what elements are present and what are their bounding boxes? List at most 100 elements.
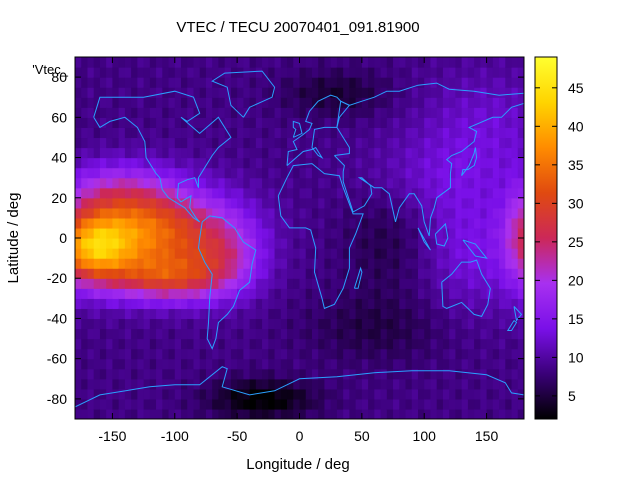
heatmap-cell <box>299 378 307 390</box>
heatmap-cell <box>293 67 301 78</box>
heatmap-cell <box>75 157 82 169</box>
heatmap-cell <box>243 318 251 330</box>
heatmap-cell <box>480 308 488 320</box>
heatmap-cell <box>218 147 226 159</box>
heatmap-cell <box>343 87 350 98</box>
heatmap-cell <box>449 348 457 360</box>
heatmap-cell <box>87 248 95 259</box>
heatmap-cell <box>368 97 375 108</box>
heatmap-cell <box>305 177 313 189</box>
heatmap-cell <box>380 248 388 259</box>
heatmap-cell <box>187 318 195 330</box>
heatmap-cell <box>287 207 294 219</box>
heatmap-cell <box>455 348 463 360</box>
heatmap-cell <box>486 358 494 370</box>
heatmap-cell <box>311 187 319 199</box>
heatmap-cell <box>255 248 263 259</box>
heatmap-cell <box>187 288 195 299</box>
heatmap-cell <box>274 157 282 169</box>
heatmap-cell <box>436 368 444 380</box>
heatmap-cell <box>99 248 107 259</box>
heatmap-cell <box>99 127 107 139</box>
heatmap-cell <box>280 107 288 118</box>
heatmap-cell <box>417 378 425 390</box>
heatmap-cell <box>93 67 101 78</box>
heatmap-cell <box>262 408 269 419</box>
heatmap-cell <box>330 217 338 229</box>
heatmap-cell <box>118 278 126 289</box>
heatmap-cell <box>112 217 120 229</box>
heatmap-cell <box>106 408 114 419</box>
heatmap-cell <box>436 378 444 390</box>
heatmap-cell <box>162 67 170 78</box>
heatmap-cell <box>436 207 444 219</box>
heatmap-cell <box>474 217 481 229</box>
heatmap-cell <box>436 308 444 320</box>
heatmap-cell <box>449 298 457 309</box>
heatmap-cell <box>106 368 114 380</box>
heatmap-cell <box>311 217 319 229</box>
heatmap-cell <box>274 288 282 299</box>
heatmap-cell <box>75 398 82 410</box>
heatmap-cell <box>268 147 276 159</box>
heatmap-cell <box>393 408 400 419</box>
heatmap-cell <box>461 167 469 179</box>
heatmap-cell <box>380 97 388 108</box>
heatmap-cell <box>417 217 425 229</box>
heatmap-cell <box>287 97 294 108</box>
heatmap-cell <box>386 338 394 350</box>
heatmap-cell <box>343 318 350 330</box>
heatmap-cell <box>81 388 89 400</box>
heatmap-cell <box>187 107 195 118</box>
heatmap-cell <box>299 57 307 68</box>
heatmap-cell <box>355 398 363 410</box>
heatmap-cell <box>212 97 220 108</box>
heatmap-cell <box>492 167 500 179</box>
heatmap-cell <box>156 368 163 380</box>
heatmap-cell <box>287 57 294 68</box>
heatmap-cell <box>181 338 188 350</box>
heatmap-cell <box>368 348 375 360</box>
heatmap-cell <box>156 147 163 159</box>
heatmap-cell <box>330 238 338 249</box>
heatmap-cell <box>411 67 419 78</box>
heatmap-cell <box>324 398 332 410</box>
heatmap-cell <box>455 87 463 98</box>
heatmap-cell <box>230 358 238 370</box>
heatmap-cell <box>268 298 276 309</box>
heatmap-cell <box>143 97 151 108</box>
heatmap-cell <box>87 77 95 88</box>
coastline <box>75 366 524 408</box>
heatmap-cell <box>274 197 282 209</box>
heatmap-cell <box>212 207 220 219</box>
heatmap-cell <box>143 338 151 350</box>
heatmap-cell <box>474 77 481 88</box>
heatmap-cell <box>330 298 338 309</box>
heatmap-cell <box>330 408 338 419</box>
heatmap-cell <box>305 348 313 360</box>
heatmap-cell <box>411 167 419 179</box>
heatmap-cell <box>224 57 232 68</box>
heatmap-cell <box>442 298 450 309</box>
heatmap-cell <box>486 197 494 209</box>
heatmap-cell <box>517 127 524 139</box>
heatmap-cell <box>318 268 326 279</box>
heatmap-cell <box>336 328 344 340</box>
heatmap-cell <box>106 187 114 199</box>
heatmap-cell <box>93 187 101 199</box>
heatmap-cell <box>93 358 101 370</box>
heatmap-cell <box>480 398 488 410</box>
coastline <box>506 320 518 331</box>
heatmap-cell <box>106 338 114 350</box>
heatmap-cell <box>486 137 494 149</box>
heatmap-cell <box>455 338 463 350</box>
heatmap-cell <box>411 268 419 279</box>
heatmap-cell <box>230 57 238 68</box>
heatmap-cell <box>480 358 488 370</box>
heatmap-cell <box>81 157 89 169</box>
heatmap-cell <box>355 57 363 68</box>
heatmap-cell <box>287 77 294 88</box>
heatmap-cell <box>193 258 201 269</box>
heatmap-cell <box>492 187 500 199</box>
heatmap-cell <box>181 57 188 68</box>
